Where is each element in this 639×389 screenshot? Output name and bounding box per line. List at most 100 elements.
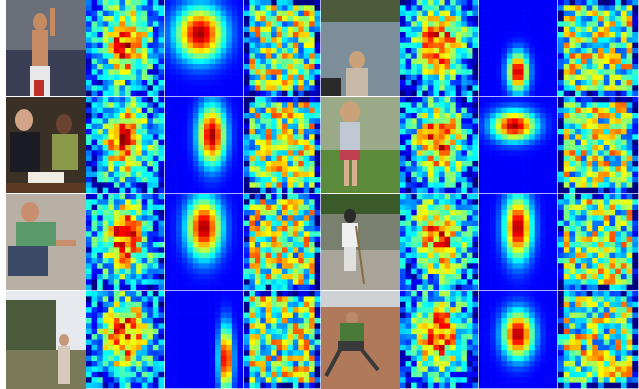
heatmap-cell <box>176 85 183 91</box>
heatmap-cell <box>102 215 109 221</box>
heatmap-cell <box>592 16 599 22</box>
heatmap-cell <box>529 85 536 91</box>
pants <box>338 341 364 351</box>
heatmap-cell <box>271 85 277 91</box>
heatmap-cell <box>130 334 137 340</box>
heatmap-cell <box>472 129 479 135</box>
heatmap-cell <box>534 118 541 124</box>
heatmap-cell <box>249 150 256 156</box>
heatmap-cell <box>484 150 491 156</box>
heatmap-cell <box>249 220 256 227</box>
heatmap-cell <box>198 166 205 172</box>
heatmap-cell <box>472 139 479 146</box>
heatmap-cell <box>466 236 473 243</box>
heatmap <box>558 97 639 194</box>
heatmap-cell <box>209 226 216 232</box>
heatmap-cell <box>249 64 256 70</box>
heatmap-cell <box>147 291 154 297</box>
heatmap-cell <box>298 161 305 167</box>
heatmap-cell <box>165 194 171 200</box>
heatmap-cell <box>609 194 616 200</box>
heatmap-cell <box>303 220 310 227</box>
heatmap-cell <box>598 182 605 188</box>
heatmap-cell <box>260 37 267 43</box>
heatmap-cell <box>405 166 412 172</box>
heatmap-cell <box>422 274 429 280</box>
heatmap-cell <box>113 32 120 38</box>
heatmap-cell <box>271 187 277 194</box>
heatmap-cell <box>416 118 423 124</box>
heatmap-cell <box>586 90 593 97</box>
heatmap-cell <box>450 26 457 33</box>
heatmap-cell <box>416 166 423 172</box>
heatmap-cell <box>472 155 479 162</box>
heatmap-cell <box>152 107 159 114</box>
heatmap-cell <box>97 199 104 205</box>
heatmap-cell <box>91 204 98 211</box>
heatmap-cell <box>287 129 294 135</box>
heatmap-cell <box>244 258 250 264</box>
heatmap-cell <box>187 328 194 335</box>
heatmap-cell <box>598 194 605 200</box>
heatmap-cell <box>466 113 473 119</box>
heatmap-cell <box>292 274 299 280</box>
heatmap-cell <box>102 263 109 269</box>
heatmap-cell <box>204 301 210 308</box>
heatmap-cell <box>125 339 131 346</box>
heatmap-cell <box>534 187 541 194</box>
heatmap-cell <box>292 118 299 124</box>
heatmap-cell <box>551 48 558 54</box>
heatmap-cell <box>586 252 593 259</box>
heatmap-cell <box>427 97 434 103</box>
heatmap-cell <box>632 21 639 27</box>
heatmap-cell <box>433 177 440 183</box>
heatmap-cell <box>433 150 440 156</box>
heatmap-cell <box>86 177 92 183</box>
heatmap-cell <box>626 161 633 167</box>
heatmap-cell <box>523 258 530 264</box>
heatmap-cell <box>314 58 321 65</box>
heatmap-cell <box>575 118 582 124</box>
heatmap-cell <box>249 42 256 49</box>
heatmap-cell <box>108 382 115 389</box>
head <box>56 114 72 134</box>
heatmap-cell <box>427 263 434 269</box>
heatmap-cell <box>244 42 250 49</box>
heatmap-cell <box>237 42 244 49</box>
heatmap-cell <box>416 177 423 183</box>
heatmap-cell <box>119 42 126 49</box>
heatmap-cell <box>271 215 277 221</box>
heatmap-cell <box>97 26 104 33</box>
heatmap-cell <box>198 291 205 297</box>
heatmap-cell <box>265 177 272 183</box>
heatmap-cell <box>411 118 418 124</box>
heatmap-cell <box>244 161 250 167</box>
heatmap-cell <box>586 21 593 27</box>
heatmap-cell <box>119 177 126 183</box>
heatmap-cell <box>575 187 582 194</box>
heatmap-cell <box>506 242 513 248</box>
heatmap-cell <box>501 123 508 130</box>
heatmap-cell <box>416 0 423 6</box>
heatmap-cell <box>198 236 205 243</box>
heatmap-cell <box>592 26 599 33</box>
heatmap-cell <box>620 58 627 65</box>
heatmap-cell <box>220 80 227 86</box>
heatmap-cell <box>113 48 120 54</box>
heatmap-cell <box>586 215 593 221</box>
heatmap-cell <box>209 177 216 183</box>
heatmap-cell <box>558 145 565 151</box>
heatmap-cell <box>141 194 148 200</box>
heatmap-cell <box>540 166 547 172</box>
heatmap-cell <box>433 161 440 167</box>
heatmap-cell <box>113 344 120 351</box>
heatmap-cell <box>603 21 610 27</box>
heatmap-cell <box>136 199 143 205</box>
heatmap-cell <box>586 118 593 124</box>
heatmap-cell <box>529 182 536 188</box>
heatmap-cell <box>209 145 216 151</box>
heatmap-cell <box>411 284 418 291</box>
heatmap-cell <box>119 279 126 285</box>
heatmap-cell <box>271 16 277 22</box>
heatmap-cell <box>575 194 582 200</box>
